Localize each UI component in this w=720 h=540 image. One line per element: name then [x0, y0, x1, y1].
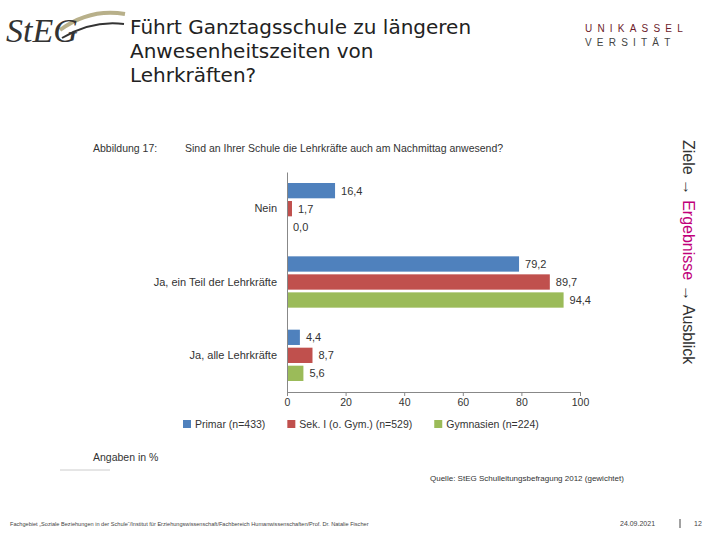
y-axis: Nein Ja, ein Teil der Lehrkräfte Ja, alle … [154, 173, 288, 393]
category-label: Ja, ein Teil der Lehrkräfte [154, 276, 277, 288]
tick-mark [580, 392, 581, 396]
tick: 80 [516, 392, 528, 408]
legend-label: Primar (n=433) [195, 418, 265, 430]
legend-item: Gymnasien (n=224) [434, 418, 539, 430]
tick: 20 [340, 392, 352, 408]
logo: StEG [6, 12, 125, 49]
tick: Nein [254, 202, 287, 214]
category-label: Ja, alle Lehrkräfte [190, 349, 277, 361]
tick-mark [521, 392, 522, 396]
sidebar-part: → Ausblick [680, 285, 697, 365]
tick-mark [287, 392, 288, 396]
tick: Ja, alle Lehrkräfte [190, 349, 287, 361]
bar [287, 366, 303, 381]
tick-mark [346, 392, 347, 396]
tick-label: 0 [285, 396, 291, 408]
category-label: Nein [254, 202, 277, 214]
axis-line [288, 393, 581, 397]
legend-swatch [183, 420, 191, 428]
bar [287, 292, 564, 307]
legend-item: Sek. I (o. Gym.) (n=529) [287, 418, 412, 430]
university-logo: UNIKASSEL [585, 23, 688, 34]
data-label: 0,0 [293, 221, 308, 233]
data-label: 8,7 [318, 349, 333, 361]
bar [287, 256, 519, 271]
slide-title: Anwesenheitszeiten von [130, 39, 374, 63]
data-label: 5,6 [309, 367, 324, 379]
bars [287, 183, 564, 381]
sidebar-part: Ergebnisse [680, 200, 697, 280]
legend-label: Gymnasien (n=224) [446, 418, 539, 430]
x-axis: 0 20 40 60 80 100 [285, 392, 590, 408]
tick: Ja, ein Teil der Lehrkräfte [154, 276, 287, 288]
tick: 60 [457, 392, 469, 408]
logo-text: StEG [6, 12, 78, 49]
bar [287, 274, 550, 289]
sidebar-part: Ziele → [680, 140, 697, 195]
bar [287, 330, 300, 345]
slide-title: Führt Ganztagsschule zu längeren [130, 15, 471, 39]
separator [680, 519, 681, 528]
slide: StEG Führt Ganztagsschule zu längerenAnwe… [0, 0, 720, 540]
legend-item: Primar (n=433) [183, 418, 265, 430]
sidebar: Ziele → Ergebnisse → Ausblick [680, 140, 697, 365]
data-label: 1,7 [298, 203, 313, 215]
university-logo: VERSITÄT [585, 37, 676, 48]
legend-label: Sek. I (o. Gym.) (n=529) [299, 418, 412, 430]
tick-label: 80 [516, 396, 528, 408]
rule [60, 470, 110, 471]
tick: 100 [572, 392, 590, 408]
data-label: 16,4 [341, 185, 362, 197]
legend-swatch [287, 420, 295, 428]
tick-label: 20 [340, 396, 352, 408]
legend-swatch [434, 420, 442, 428]
footer: Fachgebiet „Soziale Beziehungen in der S… [10, 521, 369, 527]
page-number: 12 [694, 520, 702, 527]
data-label: 89,7 [556, 276, 577, 288]
note: Angaben in % [93, 451, 158, 463]
tick-label: 100 [572, 396, 590, 408]
data-label: 79,2 [525, 258, 546, 270]
figure-label: Abbildung 17: [93, 142, 157, 154]
date: 24.09.2021 [620, 520, 655, 527]
tick: 40 [399, 392, 411, 408]
source: Quelle: StEG Schulleitungsbefragung 2012… [430, 474, 624, 483]
data-labels: 16,4 79,2 4,4 1,7 89,7 8,7 0,0 94,4 5,6 [293, 185, 591, 380]
tick: 0 [285, 392, 291, 408]
data-label: 4,4 [306, 331, 321, 343]
slide-title: Lehrkräften? [130, 63, 256, 87]
chart-title: Sind an Ihrer Schule die Lehrkräfte auch… [185, 142, 503, 154]
legend: Primar (n=433) Sek. I (o. Gym.) (n=529) Gy… [183, 418, 539, 430]
tick-mark [463, 392, 464, 396]
data-label: 94,4 [570, 294, 591, 306]
axis-line [287, 173, 288, 393]
tick-mark [404, 392, 405, 396]
bar [287, 183, 335, 198]
bar [287, 348, 312, 363]
tick-label: 40 [399, 396, 411, 408]
tick-label: 60 [457, 396, 469, 408]
